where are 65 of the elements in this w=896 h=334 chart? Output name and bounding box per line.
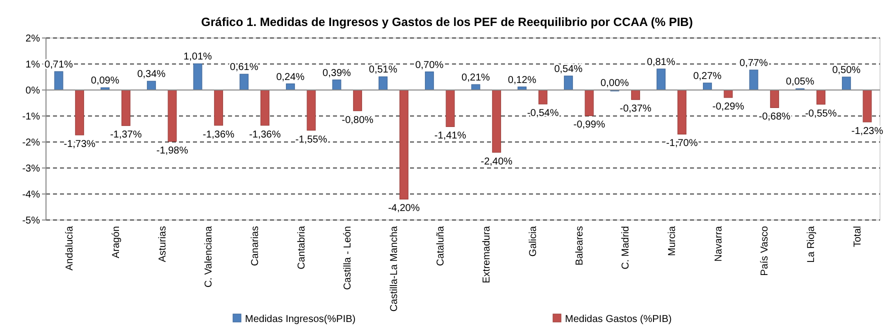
data-label: -1,37% [110, 130, 142, 141]
x-tick-label: La Rioja [806, 226, 817, 263]
x-tick-label: País Vasco [760, 226, 771, 276]
data-label: 0,77% [740, 58, 768, 69]
data-label: 0,21% [462, 72, 490, 84]
data-label: -1,36% [202, 129, 235, 140]
y-tick-label: 1% [26, 60, 40, 70]
data-label: -1,23% [851, 126, 884, 137]
x-tick-label: C. Valenciana [204, 226, 215, 288]
data-label: -1,98% [156, 145, 188, 156]
chart-title: Gráfico 1. Medidas de Ingresos y Gastos de los PEF de Reequilibrio por CCAA (% PIB) [201, 15, 693, 29]
data-label: 0,00% [600, 78, 630, 89]
data-label: 0,61% [230, 62, 258, 74]
y-tick-label: 2% [26, 34, 40, 44]
y-tick-label: -2% [22, 138, 40, 148]
data-label: 0,50% [832, 65, 861, 76]
x-tick-label: Extremadura [482, 226, 493, 284]
data-label: 0,34% [137, 69, 166, 80]
legend-label: Medidas Gastos (%PIB) [565, 314, 672, 325]
data-label: -1,73% [64, 138, 96, 150]
y-tick-label: -5% [22, 216, 40, 226]
data-label: 0,70% [415, 60, 444, 71]
x-tick-label: Castilla - León [342, 226, 354, 290]
x-tick-label: Canarias [250, 226, 261, 266]
x-tick-label: Cantabria [296, 226, 308, 270]
data-label: 1,01% [184, 52, 212, 63]
y-tick-label: 0% [26, 86, 40, 96]
x-tick-label: C. Madrid [620, 226, 632, 270]
x-tick-label: Cataluña [435, 226, 446, 266]
data-label: -0,68% [758, 112, 791, 123]
data-label: 0,39% [322, 68, 352, 79]
x-tick-label: Total [852, 226, 864, 248]
data-label: 0,09% [90, 76, 120, 87]
data-label: 0,51% [368, 64, 398, 76]
data-label: 0,12% [508, 74, 536, 86]
x-tick-label: Murcia [667, 226, 678, 256]
x-tick-label: Galicia [528, 226, 539, 257]
data-label: -0,37% [620, 104, 652, 115]
x-tick-label: Asturias [157, 226, 168, 262]
data-label: -1,55% [295, 134, 328, 146]
data-label: 0,54% [554, 64, 583, 75]
data-label: 0,71% [44, 60, 74, 71]
data-label: -1,70% [666, 138, 698, 150]
x-tick-label: Baleares [574, 226, 586, 266]
data-label: -0,55% [805, 108, 837, 120]
x-tick-label: Navarra [713, 226, 724, 262]
data-label: -1,36% [249, 129, 281, 140]
data-label: -0,99% [573, 120, 606, 131]
data-label: 0,24% [276, 72, 305, 83]
data-label: -0,29% [712, 102, 744, 113]
data-label: 0,27% [693, 70, 722, 82]
data-label: -4,20% [388, 203, 420, 214]
data-label: -2,40% [480, 156, 513, 168]
x-tick-label: Andalucía [64, 226, 76, 270]
x-tick-label: Aragón [111, 226, 122, 258]
data-label: 0,05% [786, 76, 814, 88]
legend-label: Medidas Ingresos(%PIB) [245, 314, 356, 325]
data-label: 0,81% [646, 56, 676, 68]
data-label: -0,54% [527, 108, 559, 120]
y-tick-label: -4% [22, 190, 40, 200]
y-tick-label: -1% [22, 112, 40, 122]
x-tick-label: Castilla-La Mancha [389, 226, 400, 312]
data-label: -0,80% [342, 114, 374, 126]
y-tick-label: -3% [22, 164, 40, 174]
data-label: -1,41% [434, 130, 466, 142]
